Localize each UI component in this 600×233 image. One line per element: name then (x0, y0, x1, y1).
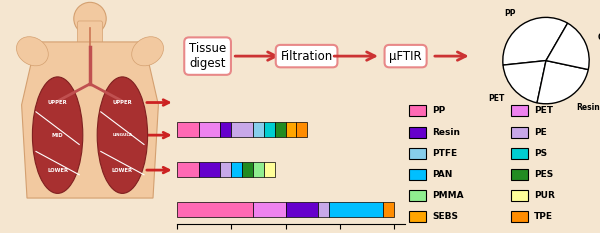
Bar (286, 122, 296, 137)
Bar (220, 162, 231, 177)
Bar (231, 162, 242, 177)
Text: PMMA: PMMA (432, 191, 464, 200)
Bar (286, 202, 318, 217)
Bar (409, 127, 426, 137)
Text: PET: PET (533, 106, 553, 115)
Bar (253, 202, 286, 217)
Text: Tissue
digest: Tissue digest (189, 42, 226, 70)
Ellipse shape (74, 2, 106, 35)
Text: Other: Other (598, 33, 600, 42)
Bar (409, 169, 426, 180)
Text: PET: PET (488, 94, 504, 103)
Text: PTFE: PTFE (432, 149, 457, 158)
Polygon shape (22, 42, 158, 198)
Ellipse shape (97, 77, 148, 193)
Bar (177, 122, 199, 137)
Bar (264, 122, 275, 137)
Bar (318, 202, 329, 217)
Wedge shape (546, 23, 589, 70)
Text: UPPER: UPPER (113, 100, 132, 105)
Bar (511, 127, 528, 137)
Bar (409, 212, 426, 222)
Text: Filtration: Filtration (280, 50, 333, 63)
Bar (511, 212, 528, 222)
Bar (511, 106, 528, 116)
Wedge shape (503, 17, 568, 65)
Text: μFTIR: μFTIR (389, 50, 422, 63)
Bar (177, 162, 199, 177)
Bar (511, 190, 528, 201)
Bar (231, 122, 253, 137)
Bar (329, 202, 383, 217)
Bar (199, 122, 220, 137)
Text: Resin: Resin (577, 103, 600, 112)
Ellipse shape (17, 37, 48, 66)
Text: PAN: PAN (432, 170, 452, 179)
Text: Resin: Resin (432, 128, 460, 137)
Bar (253, 162, 264, 177)
Ellipse shape (32, 77, 83, 193)
Wedge shape (503, 61, 546, 103)
Bar (296, 122, 307, 137)
Bar (409, 148, 426, 159)
Text: MID: MID (52, 133, 64, 138)
Text: LOWER: LOWER (112, 168, 133, 173)
Ellipse shape (132, 37, 163, 66)
FancyBboxPatch shape (77, 21, 103, 44)
Text: TPE: TPE (533, 212, 553, 221)
Text: PES: PES (533, 170, 553, 179)
Text: UPPER: UPPER (48, 100, 67, 105)
Bar (264, 162, 275, 177)
Bar (253, 122, 264, 137)
Bar (511, 148, 528, 159)
Bar (177, 202, 253, 217)
Text: PE: PE (533, 128, 547, 137)
Text: SEBS: SEBS (432, 212, 458, 221)
Bar (275, 122, 286, 137)
Wedge shape (537, 61, 588, 104)
Bar (383, 202, 394, 217)
Bar (199, 162, 220, 177)
Bar (220, 122, 231, 137)
Text: PP: PP (504, 9, 515, 18)
Bar (511, 169, 528, 180)
Bar (409, 106, 426, 116)
Text: PP: PP (432, 106, 445, 115)
Text: LINGULA: LINGULA (112, 133, 133, 137)
Bar (409, 190, 426, 201)
Text: LOWER: LOWER (47, 168, 68, 173)
Bar (242, 162, 253, 177)
Text: PS: PS (533, 149, 547, 158)
Text: PUR: PUR (533, 191, 554, 200)
